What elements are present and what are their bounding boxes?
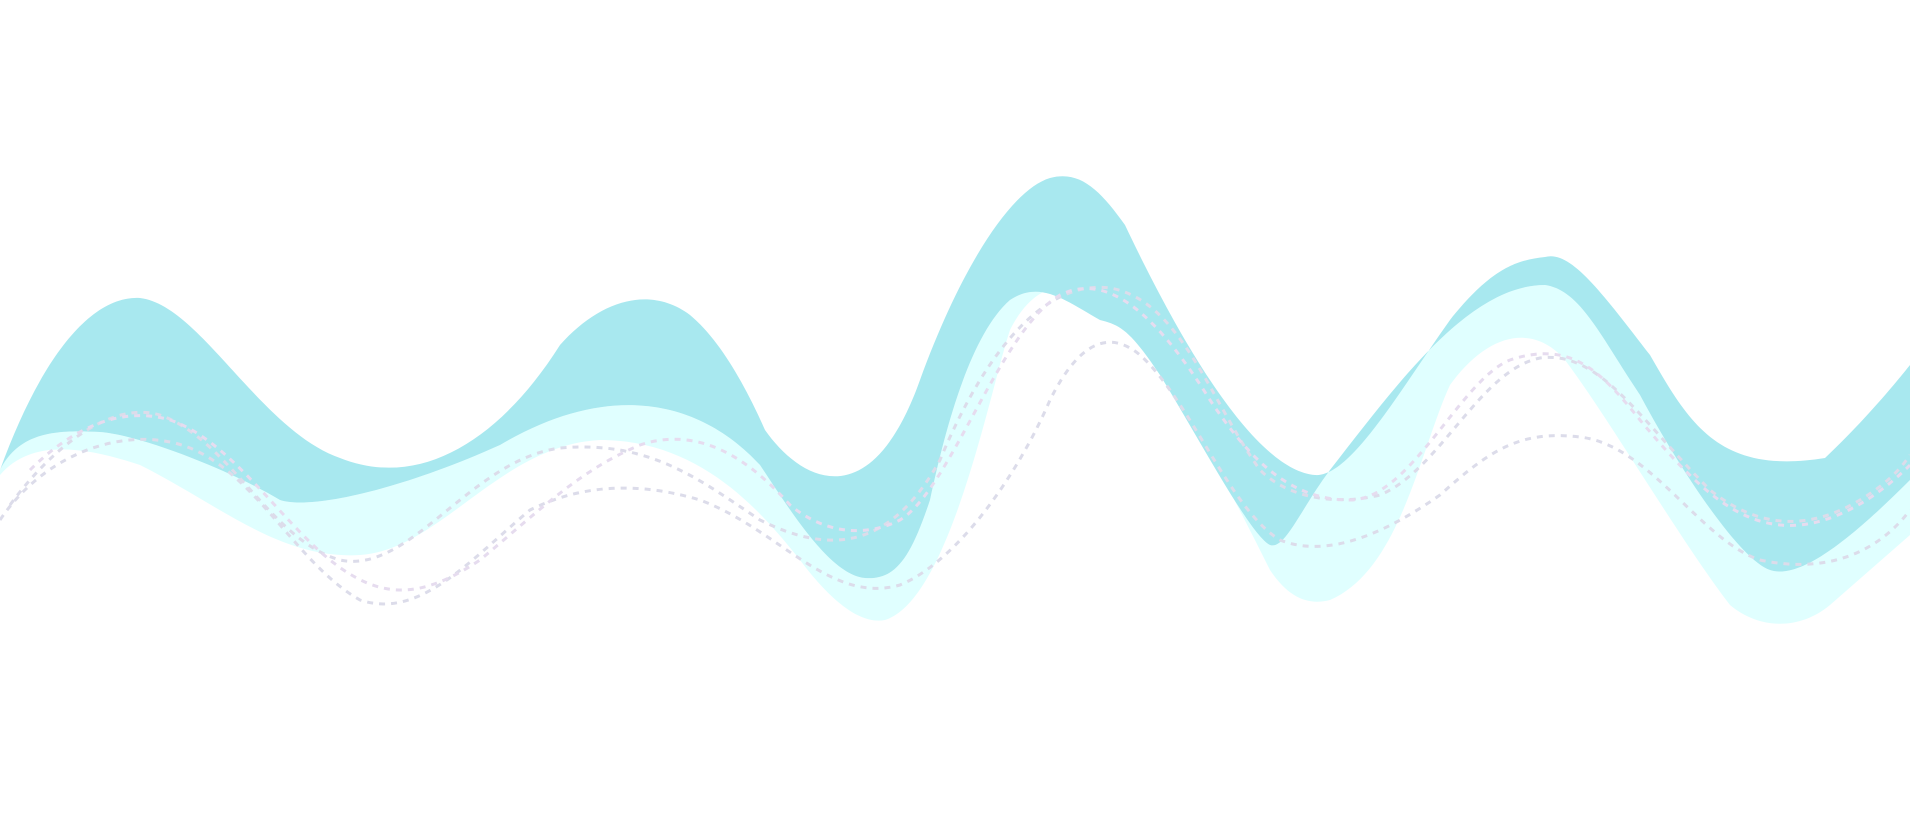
dashed-curve-lower <box>28 287 1910 592</box>
dark-wave-band <box>0 176 1910 579</box>
light-wave-band <box>0 285 1910 624</box>
